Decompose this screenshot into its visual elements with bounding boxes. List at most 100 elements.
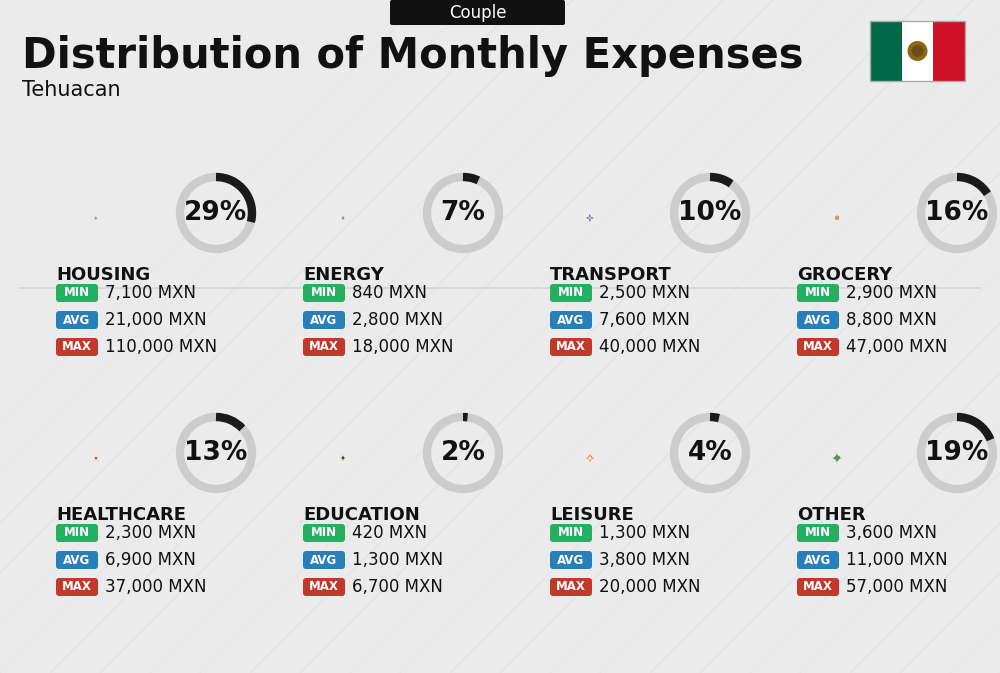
FancyBboxPatch shape bbox=[94, 456, 98, 460]
Text: 21,000 MXN: 21,000 MXN bbox=[105, 311, 207, 329]
Text: MIN: MIN bbox=[805, 526, 831, 540]
Text: 4%: 4% bbox=[688, 440, 732, 466]
Text: 13%: 13% bbox=[184, 440, 248, 466]
FancyBboxPatch shape bbox=[550, 338, 592, 356]
FancyBboxPatch shape bbox=[586, 454, 594, 462]
Text: 6,700 MXN: 6,700 MXN bbox=[352, 578, 443, 596]
FancyBboxPatch shape bbox=[588, 216, 592, 220]
Text: MIN: MIN bbox=[311, 526, 337, 540]
FancyBboxPatch shape bbox=[834, 455, 840, 461]
FancyBboxPatch shape bbox=[94, 456, 98, 460]
FancyBboxPatch shape bbox=[797, 524, 839, 542]
Text: 3,800 MXN: 3,800 MXN bbox=[599, 551, 690, 569]
FancyBboxPatch shape bbox=[95, 217, 97, 219]
FancyBboxPatch shape bbox=[390, 0, 565, 25]
FancyBboxPatch shape bbox=[95, 217, 97, 219]
Text: 8,800 MXN: 8,800 MXN bbox=[846, 311, 937, 329]
FancyBboxPatch shape bbox=[797, 284, 839, 302]
Text: MIN: MIN bbox=[558, 526, 584, 540]
FancyBboxPatch shape bbox=[833, 454, 841, 462]
Text: LEISURE: LEISURE bbox=[550, 506, 634, 524]
FancyBboxPatch shape bbox=[95, 217, 97, 219]
Text: 47,000 MXN: 47,000 MXN bbox=[846, 338, 947, 356]
FancyBboxPatch shape bbox=[587, 215, 593, 221]
Text: 57,000 MXN: 57,000 MXN bbox=[846, 578, 947, 596]
FancyBboxPatch shape bbox=[95, 217, 97, 219]
Text: MAX: MAX bbox=[556, 581, 586, 594]
FancyBboxPatch shape bbox=[550, 578, 592, 596]
FancyBboxPatch shape bbox=[95, 217, 97, 219]
Text: MAX: MAX bbox=[62, 341, 92, 353]
FancyBboxPatch shape bbox=[902, 21, 933, 81]
Text: 29%: 29% bbox=[184, 200, 248, 226]
FancyBboxPatch shape bbox=[797, 578, 839, 596]
Text: 20,000 MXN: 20,000 MXN bbox=[599, 578, 700, 596]
FancyBboxPatch shape bbox=[303, 338, 345, 356]
Text: HOUSING: HOUSING bbox=[56, 266, 150, 284]
FancyBboxPatch shape bbox=[94, 216, 98, 220]
Text: MAX: MAX bbox=[309, 581, 339, 594]
FancyBboxPatch shape bbox=[56, 311, 98, 329]
FancyBboxPatch shape bbox=[95, 217, 97, 219]
FancyBboxPatch shape bbox=[550, 284, 592, 302]
Text: 16%: 16% bbox=[925, 200, 989, 226]
Text: 2,900 MXN: 2,900 MXN bbox=[846, 284, 937, 302]
Text: 40,000 MXN: 40,000 MXN bbox=[599, 338, 700, 356]
Text: 420 MXN: 420 MXN bbox=[352, 524, 427, 542]
Text: 2,300 MXN: 2,300 MXN bbox=[105, 524, 196, 542]
FancyBboxPatch shape bbox=[550, 311, 592, 329]
FancyBboxPatch shape bbox=[586, 214, 594, 222]
FancyBboxPatch shape bbox=[550, 551, 592, 569]
Text: OTHER: OTHER bbox=[797, 506, 866, 524]
FancyBboxPatch shape bbox=[341, 456, 345, 460]
FancyBboxPatch shape bbox=[95, 217, 97, 219]
Text: 37,000 MXN: 37,000 MXN bbox=[105, 578, 207, 596]
Text: AVG: AVG bbox=[310, 553, 338, 567]
Text: 3,600 MXN: 3,600 MXN bbox=[846, 524, 937, 542]
FancyBboxPatch shape bbox=[56, 338, 98, 356]
FancyBboxPatch shape bbox=[831, 452, 843, 464]
FancyBboxPatch shape bbox=[56, 578, 98, 596]
FancyBboxPatch shape bbox=[56, 551, 98, 569]
FancyBboxPatch shape bbox=[585, 454, 595, 463]
Text: MIN: MIN bbox=[311, 287, 337, 299]
FancyBboxPatch shape bbox=[585, 213, 595, 223]
Text: 840 MXN: 840 MXN bbox=[352, 284, 427, 302]
Circle shape bbox=[908, 41, 928, 61]
Text: 10%: 10% bbox=[678, 200, 742, 226]
Text: 19%: 19% bbox=[925, 440, 989, 466]
Text: MIN: MIN bbox=[805, 287, 831, 299]
FancyBboxPatch shape bbox=[303, 578, 345, 596]
FancyBboxPatch shape bbox=[95, 217, 97, 219]
Text: Tehuacan: Tehuacan bbox=[22, 80, 121, 100]
Text: MAX: MAX bbox=[309, 341, 339, 353]
Text: 2,800 MXN: 2,800 MXN bbox=[352, 311, 443, 329]
FancyBboxPatch shape bbox=[95, 217, 97, 219]
Text: 11,000 MXN: 11,000 MXN bbox=[846, 551, 948, 569]
FancyBboxPatch shape bbox=[870, 21, 902, 81]
Text: Couple: Couple bbox=[449, 3, 506, 22]
Text: AVG: AVG bbox=[310, 314, 338, 326]
FancyBboxPatch shape bbox=[303, 311, 345, 329]
Text: ENERGY: ENERGY bbox=[303, 266, 384, 284]
Text: MIN: MIN bbox=[64, 526, 90, 540]
Text: MAX: MAX bbox=[62, 581, 92, 594]
Text: 7,600 MXN: 7,600 MXN bbox=[599, 311, 690, 329]
FancyBboxPatch shape bbox=[340, 455, 346, 461]
Circle shape bbox=[912, 45, 924, 57]
Text: MIN: MIN bbox=[558, 287, 584, 299]
FancyBboxPatch shape bbox=[56, 284, 98, 302]
Text: AVG: AVG bbox=[63, 314, 91, 326]
Text: AVG: AVG bbox=[557, 314, 585, 326]
Text: AVG: AVG bbox=[557, 553, 585, 567]
Text: 110,000 MXN: 110,000 MXN bbox=[105, 338, 217, 356]
Text: 1,300 MXN: 1,300 MXN bbox=[352, 551, 443, 569]
Text: 1,300 MXN: 1,300 MXN bbox=[599, 524, 690, 542]
Text: 6,900 MXN: 6,900 MXN bbox=[105, 551, 196, 569]
Text: 2%: 2% bbox=[441, 440, 485, 466]
FancyBboxPatch shape bbox=[588, 216, 592, 220]
FancyBboxPatch shape bbox=[95, 217, 97, 219]
FancyBboxPatch shape bbox=[303, 284, 345, 302]
FancyBboxPatch shape bbox=[95, 217, 97, 219]
FancyBboxPatch shape bbox=[95, 217, 97, 219]
